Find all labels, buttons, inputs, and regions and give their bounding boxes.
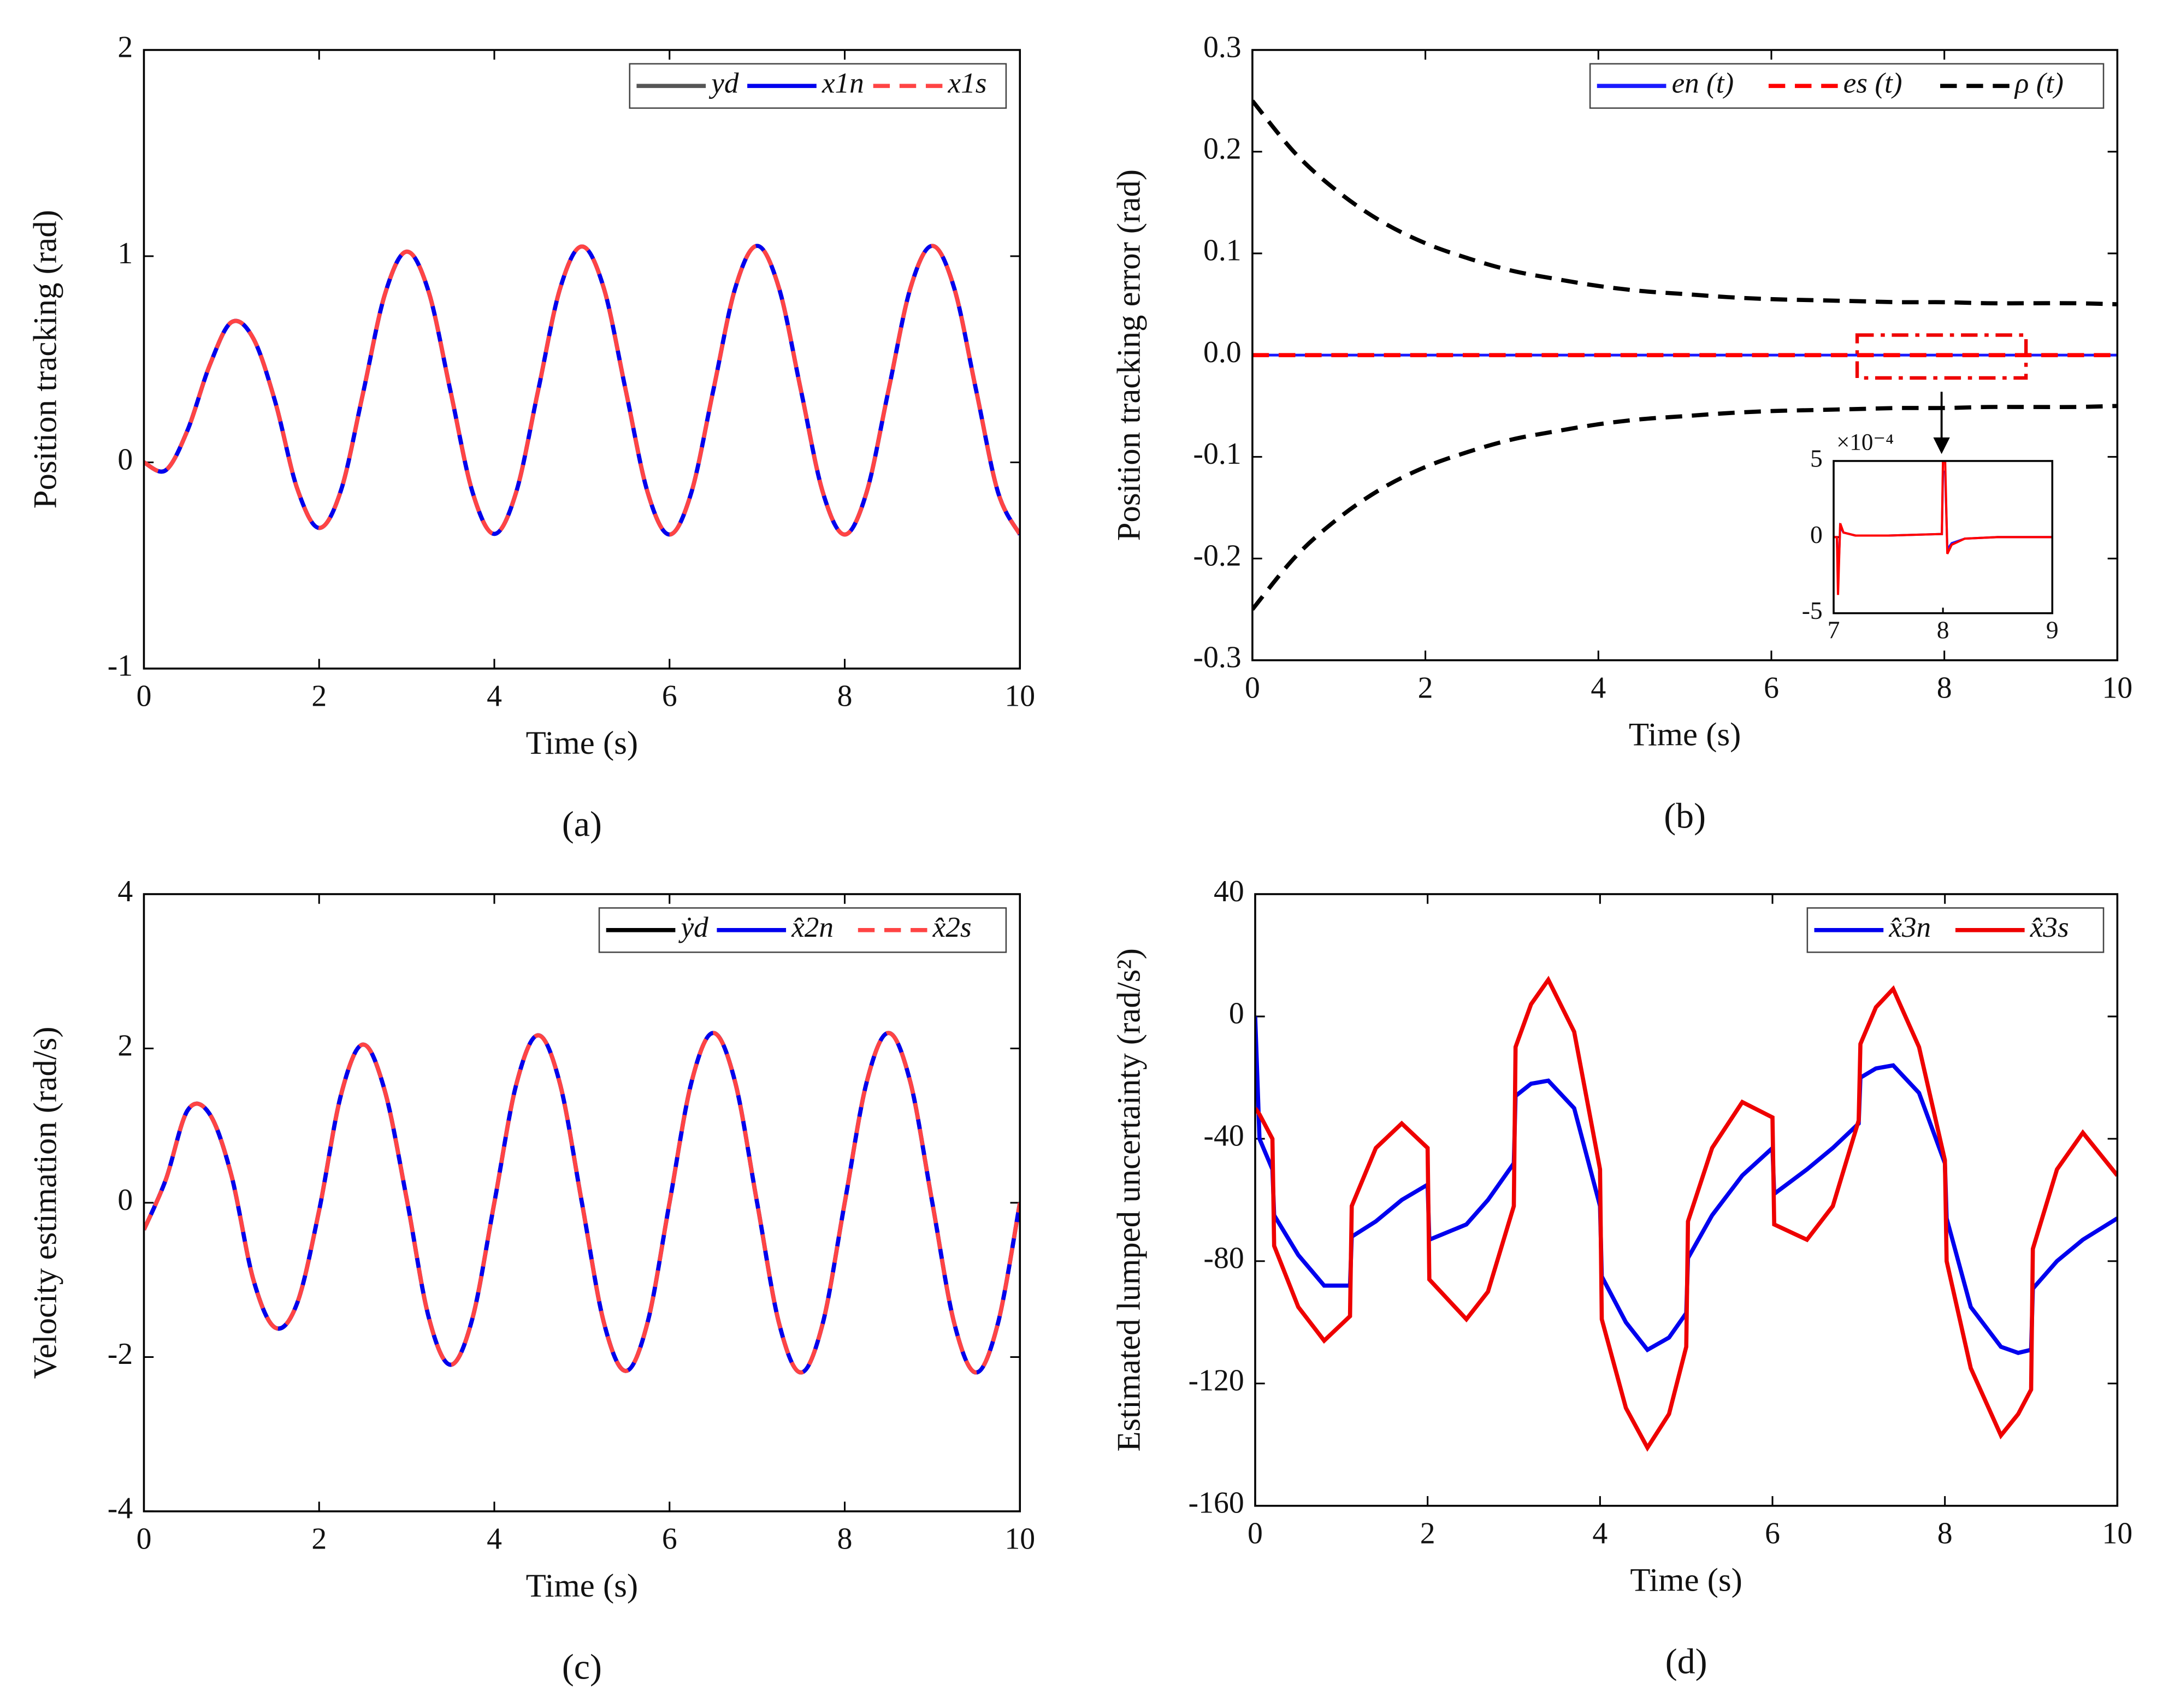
x-tick-label: 7 [1828, 616, 1840, 644]
y-axis-label: Velocity estimation (rad/s) [27, 1026, 64, 1379]
series-line [144, 1031, 1020, 1375]
caption: (c) [562, 1647, 602, 1687]
caption: (b) [1664, 796, 1706, 836]
series-line [1252, 99, 2118, 306]
legend-label: x1n [822, 67, 864, 99]
x-tick-label: 4 [1592, 1516, 1608, 1550]
x-tick-label: 2 [311, 1522, 327, 1556]
x-tick-label: 6 [1765, 1516, 1780, 1550]
y-tick-label: 0 [1810, 521, 1823, 548]
x-tick-label: 6 [662, 679, 677, 713]
y-axis-label: Position tracking error (rad) [1110, 169, 1147, 541]
y-tick-label: -4 [108, 1492, 133, 1526]
x-tick-label: 10 [2102, 1516, 2133, 1550]
x-tick-label: 9 [2046, 616, 2059, 644]
y-tick-label: 40 [1214, 874, 1244, 908]
x-tick-label: 10 [2102, 671, 2133, 705]
y-tick-label: -2 [108, 1337, 133, 1371]
y-tick-label: -120 [1189, 1364, 1244, 1398]
zoom-box [1855, 333, 2028, 380]
x-tick-label: 0 [137, 679, 152, 713]
y-tick-label: 0.3 [1203, 30, 1242, 64]
plot-frame [143, 893, 1021, 1512]
x-tick-label: 8 [837, 679, 853, 713]
y-tick-label: -40 [1203, 1119, 1244, 1153]
x-axis-label: Time (s) [1629, 717, 1741, 753]
legend-label: x̂2n [791, 911, 834, 943]
plot-frame [1254, 893, 2119, 1507]
x-tick-label: 10 [1004, 1522, 1035, 1556]
plot-frame [1833, 460, 2054, 614]
y-tick-label: 2 [117, 1029, 133, 1062]
x-tick-label: 8 [1937, 671, 1952, 705]
y-tick-label: -1 [108, 649, 133, 683]
legend-label: x̂2s [932, 911, 972, 943]
x-tick-label: 8 [1937, 1516, 1953, 1550]
series-line [144, 1031, 1020, 1375]
y-tick-label: -0.2 [1193, 539, 1241, 572]
legend-label: x1s [948, 67, 987, 99]
legend-label: ρ (t) [2014, 67, 2064, 99]
legend-label: x̂3s [2030, 911, 2069, 943]
x-tick-label: 8 [837, 1522, 853, 1556]
y-tick-label: -0.3 [1193, 641, 1241, 675]
y-axis-label: Estimated lumped uncertainty (rad/s²) [1110, 948, 1147, 1451]
x-tick-label: 4 [487, 1522, 502, 1556]
y-tick-label: 0 [117, 1183, 133, 1217]
x-tick-label: 4 [487, 679, 502, 713]
axis-multiplier: ×10⁻⁴ [1836, 429, 1894, 455]
legend-label: en (t) [1672, 67, 1734, 99]
x-tick-label: 0 [1248, 1516, 1263, 1550]
x-tick-label: 0 [137, 1522, 152, 1556]
y-tick-label: -160 [1189, 1486, 1244, 1520]
y-axis-label: Position tracking (rad) [27, 210, 64, 509]
y-tick-label: 5 [1810, 444, 1823, 472]
legend-label: yd [708, 67, 739, 99]
y-tick-label: -0.1 [1193, 437, 1241, 471]
x-tick-label: 4 [1591, 671, 1606, 705]
y-tick-label: 0 [117, 442, 133, 476]
y-tick-label: 4 [117, 874, 133, 908]
y-tick-label: -80 [1203, 1242, 1244, 1275]
legend-label: ẏd [678, 911, 709, 943]
x-tick-label: 2 [311, 679, 327, 713]
series-line [1255, 1016, 2118, 1355]
caption: (d) [1665, 1641, 1707, 1681]
series-line [144, 244, 1020, 537]
x-tick-label: 0 [1245, 671, 1260, 705]
y-tick-label: -5 [1802, 596, 1823, 624]
y-tick-label: 2 [117, 30, 133, 64]
series-line [1255, 976, 2118, 1452]
plot-frame [1251, 49, 2119, 661]
x-axis-label: Time (s) [526, 725, 639, 761]
y-tick-label: 0.0 [1203, 335, 1242, 369]
y-tick-label: 0 [1229, 997, 1244, 1031]
series-line [1834, 460, 2053, 595]
y-tick-label: 1 [117, 237, 133, 270]
zoom-arrow-head [1933, 437, 1950, 454]
y-tick-label: 0.2 [1203, 132, 1242, 166]
x-tick-label: 8 [1937, 616, 1949, 644]
y-tick-label: 0.1 [1203, 234, 1242, 268]
plot-frame [143, 49, 1021, 670]
x-tick-label: 6 [1764, 671, 1779, 705]
legend-label: x̂3n [1888, 911, 1931, 943]
legend-box [1589, 63, 2105, 109]
x-axis-label: Time (s) [526, 1568, 639, 1604]
x-tick-label: 6 [662, 1522, 677, 1556]
x-tick-label: 10 [1004, 679, 1035, 713]
x-tick-label: 2 [1420, 1516, 1435, 1550]
x-tick-label: 2 [1418, 671, 1433, 705]
series-line-lower [1252, 404, 2118, 611]
caption: (a) [562, 804, 602, 844]
x-axis-label: Time (s) [1630, 1562, 1742, 1599]
legend-label: es (t) [1843, 67, 1902, 99]
